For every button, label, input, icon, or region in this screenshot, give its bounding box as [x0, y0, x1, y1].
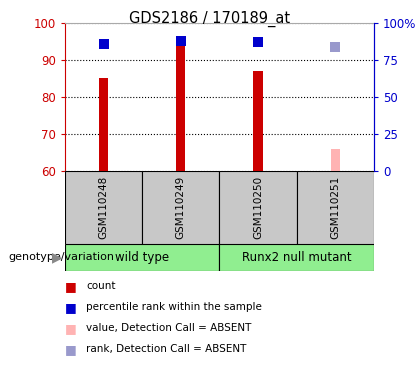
Bar — [297, 171, 374, 244]
Text: GSM110251: GSM110251 — [330, 176, 340, 239]
Bar — [331, 149, 340, 171]
Point — [178, 38, 184, 44]
Text: genotype/variation: genotype/variation — [8, 252, 114, 262]
Text: ■: ■ — [65, 322, 77, 335]
Point — [255, 38, 261, 45]
Text: wild type: wild type — [115, 251, 169, 264]
Text: ▶: ▶ — [52, 250, 63, 264]
Bar — [220, 171, 297, 244]
Text: value, Detection Call = ABSENT: value, Detection Call = ABSENT — [86, 323, 252, 333]
Bar — [99, 78, 108, 171]
Bar — [65, 171, 142, 244]
Text: rank, Detection Call = ABSENT: rank, Detection Call = ABSENT — [86, 344, 247, 354]
Text: GDS2186 / 170189_at: GDS2186 / 170189_at — [129, 11, 291, 27]
Bar — [220, 244, 374, 271]
Bar — [176, 38, 186, 171]
Text: GSM110250: GSM110250 — [253, 176, 263, 239]
Point — [332, 44, 339, 50]
Point — [100, 41, 107, 47]
Bar — [65, 244, 220, 271]
Text: ■: ■ — [65, 343, 77, 356]
Text: GSM110248: GSM110248 — [99, 176, 109, 239]
Text: GSM110249: GSM110249 — [176, 176, 186, 239]
Text: ■: ■ — [65, 301, 77, 314]
Bar — [253, 71, 262, 171]
Text: Runx2 null mutant: Runx2 null mutant — [242, 251, 352, 264]
Text: count: count — [86, 281, 116, 291]
Text: ■: ■ — [65, 280, 77, 293]
Text: percentile rank within the sample: percentile rank within the sample — [86, 302, 262, 312]
Bar — [142, 171, 220, 244]
